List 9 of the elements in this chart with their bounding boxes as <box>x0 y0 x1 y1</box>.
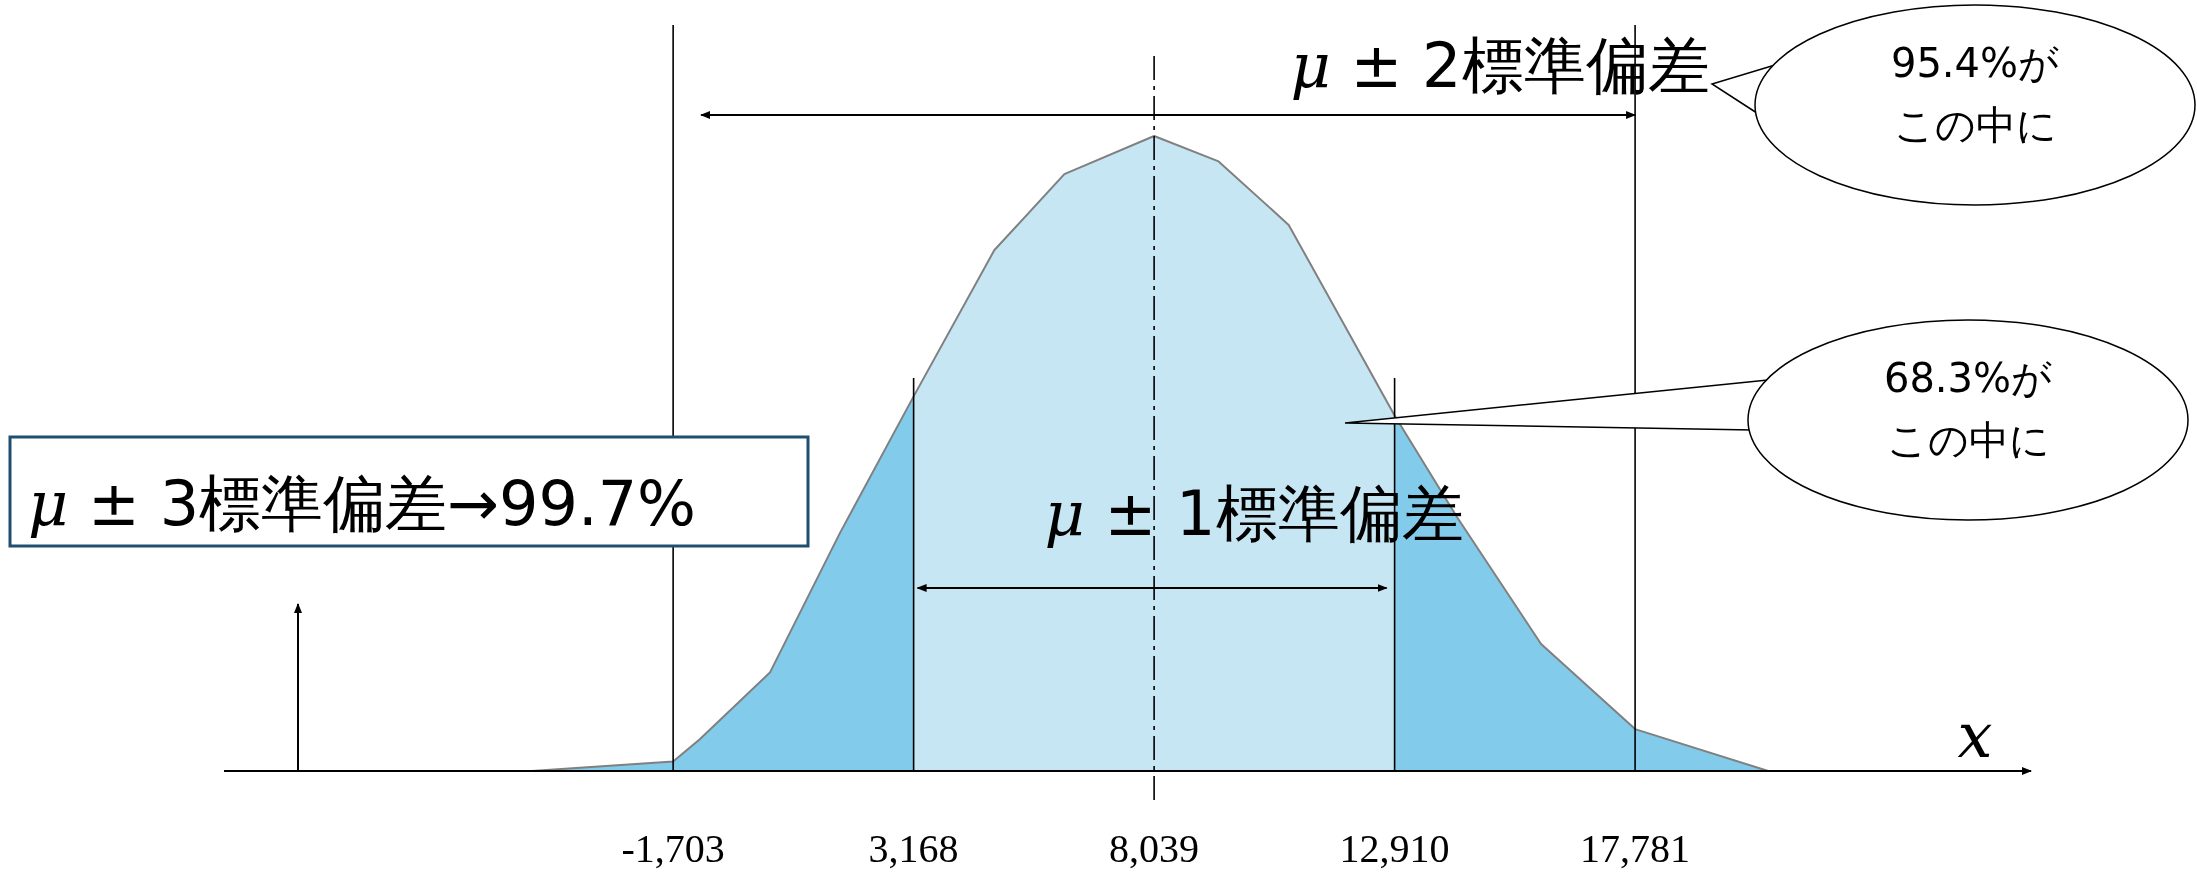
x-tick-label: 3,168 <box>868 826 959 871</box>
x-tick-label: 17,781 <box>1580 826 1691 871</box>
annotation: μ ± 3標準偏差→99.7% <box>28 467 697 540</box>
x-tick-label: -1,703 <box>621 826 725 871</box>
x-tick-label: 12,910 <box>1339 826 1450 871</box>
x-tick-label: 8,039 <box>1109 826 1200 871</box>
annotation: 68.3%がこの中に <box>1883 355 2053 463</box>
x-axis-title: x <box>1957 699 1993 772</box>
annotation: 95.4%がこの中に <box>1890 40 2060 148</box>
